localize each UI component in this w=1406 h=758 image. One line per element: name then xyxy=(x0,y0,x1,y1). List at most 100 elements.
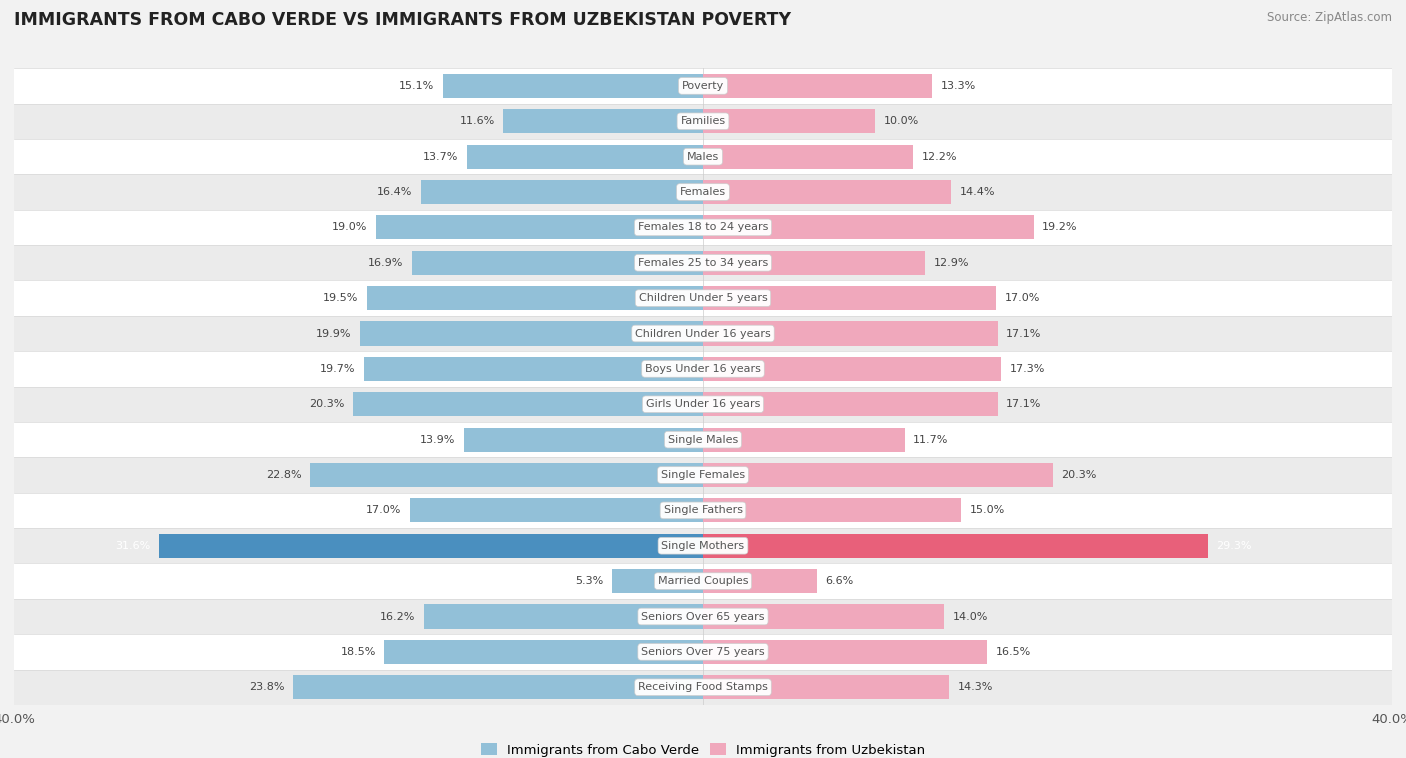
Text: Single Mothers: Single Mothers xyxy=(661,540,745,551)
Bar xyxy=(703,74,932,98)
Bar xyxy=(311,463,703,487)
Text: 11.7%: 11.7% xyxy=(912,434,949,445)
Bar xyxy=(703,640,987,664)
Text: 23.8%: 23.8% xyxy=(249,682,284,692)
Bar xyxy=(384,640,703,664)
Bar xyxy=(703,357,1001,381)
Text: 17.3%: 17.3% xyxy=(1010,364,1045,374)
Bar xyxy=(503,109,703,133)
Bar xyxy=(703,498,962,522)
Text: 11.6%: 11.6% xyxy=(460,116,495,127)
Bar xyxy=(703,392,997,416)
Bar xyxy=(14,210,1392,245)
Text: Females 18 to 24 years: Females 18 to 24 years xyxy=(638,222,768,233)
Bar xyxy=(703,428,904,452)
Text: 16.5%: 16.5% xyxy=(995,647,1031,657)
Text: 16.2%: 16.2% xyxy=(380,612,415,622)
Text: 16.9%: 16.9% xyxy=(368,258,404,268)
Bar xyxy=(14,351,1392,387)
Text: 14.0%: 14.0% xyxy=(953,612,988,622)
Bar xyxy=(443,74,703,98)
Text: 17.1%: 17.1% xyxy=(1007,328,1042,339)
Bar xyxy=(703,569,817,594)
Bar xyxy=(360,321,703,346)
Bar xyxy=(467,145,703,169)
Text: 15.0%: 15.0% xyxy=(970,506,1005,515)
Text: Single Females: Single Females xyxy=(661,470,745,480)
Bar xyxy=(412,251,703,275)
Bar xyxy=(14,387,1392,422)
Text: Seniors Over 65 years: Seniors Over 65 years xyxy=(641,612,765,622)
Bar xyxy=(292,675,703,700)
Text: 20.3%: 20.3% xyxy=(309,399,344,409)
Text: 13.3%: 13.3% xyxy=(941,81,976,91)
Text: 19.7%: 19.7% xyxy=(319,364,356,374)
Bar xyxy=(159,534,703,558)
Bar xyxy=(375,215,703,240)
Text: Single Males: Single Males xyxy=(668,434,738,445)
Bar xyxy=(703,321,997,346)
Bar xyxy=(14,280,1392,316)
Bar xyxy=(14,669,1392,705)
Text: 17.0%: 17.0% xyxy=(1004,293,1040,303)
Text: Children Under 16 years: Children Under 16 years xyxy=(636,328,770,339)
Text: 16.4%: 16.4% xyxy=(377,187,412,197)
Bar xyxy=(14,245,1392,280)
Text: 18.5%: 18.5% xyxy=(340,647,375,657)
Text: 14.4%: 14.4% xyxy=(960,187,995,197)
Bar xyxy=(14,68,1392,104)
Text: Girls Under 16 years: Girls Under 16 years xyxy=(645,399,761,409)
Bar xyxy=(612,569,703,594)
Text: 19.5%: 19.5% xyxy=(323,293,359,303)
Text: Seniors Over 75 years: Seniors Over 75 years xyxy=(641,647,765,657)
Bar xyxy=(703,215,1033,240)
Text: IMMIGRANTS FROM CABO VERDE VS IMMIGRANTS FROM UZBEKISTAN POVERTY: IMMIGRANTS FROM CABO VERDE VS IMMIGRANTS… xyxy=(14,11,792,30)
Bar xyxy=(703,180,950,204)
Text: 5.3%: 5.3% xyxy=(575,576,603,586)
Text: 14.3%: 14.3% xyxy=(957,682,993,692)
Bar xyxy=(14,634,1392,669)
Bar xyxy=(14,104,1392,139)
Bar xyxy=(14,563,1392,599)
Bar xyxy=(14,493,1392,528)
Text: 17.1%: 17.1% xyxy=(1007,399,1042,409)
Text: 22.8%: 22.8% xyxy=(266,470,302,480)
Bar xyxy=(703,145,912,169)
Bar xyxy=(14,174,1392,210)
Text: 31.6%: 31.6% xyxy=(115,540,150,551)
Bar xyxy=(14,457,1392,493)
Text: 20.3%: 20.3% xyxy=(1062,470,1097,480)
Text: 13.7%: 13.7% xyxy=(423,152,458,161)
Bar xyxy=(411,498,703,522)
Text: Single Fathers: Single Fathers xyxy=(664,506,742,515)
Bar xyxy=(14,599,1392,634)
Text: Children Under 5 years: Children Under 5 years xyxy=(638,293,768,303)
Bar xyxy=(14,528,1392,563)
Bar xyxy=(703,604,945,628)
Text: 19.0%: 19.0% xyxy=(332,222,367,233)
Text: 29.3%: 29.3% xyxy=(1216,540,1251,551)
Bar xyxy=(703,675,949,700)
Bar xyxy=(703,251,925,275)
Bar xyxy=(703,534,1208,558)
Legend: Immigrants from Cabo Verde, Immigrants from Uzbekistan: Immigrants from Cabo Verde, Immigrants f… xyxy=(475,738,931,758)
Bar xyxy=(703,463,1053,487)
Bar xyxy=(14,422,1392,457)
Text: Poverty: Poverty xyxy=(682,81,724,91)
Bar xyxy=(464,428,703,452)
Text: Families: Families xyxy=(681,116,725,127)
Text: Females 25 to 34 years: Females 25 to 34 years xyxy=(638,258,768,268)
Text: Females: Females xyxy=(681,187,725,197)
Bar xyxy=(14,316,1392,351)
Text: 15.1%: 15.1% xyxy=(399,81,434,91)
Bar xyxy=(14,139,1392,174)
Bar xyxy=(353,392,703,416)
Text: 12.9%: 12.9% xyxy=(934,258,969,268)
Bar xyxy=(364,357,703,381)
Text: 17.0%: 17.0% xyxy=(366,506,402,515)
Text: 13.9%: 13.9% xyxy=(419,434,456,445)
Bar xyxy=(703,109,875,133)
Text: 19.2%: 19.2% xyxy=(1042,222,1078,233)
Text: Boys Under 16 years: Boys Under 16 years xyxy=(645,364,761,374)
Bar xyxy=(425,604,703,628)
